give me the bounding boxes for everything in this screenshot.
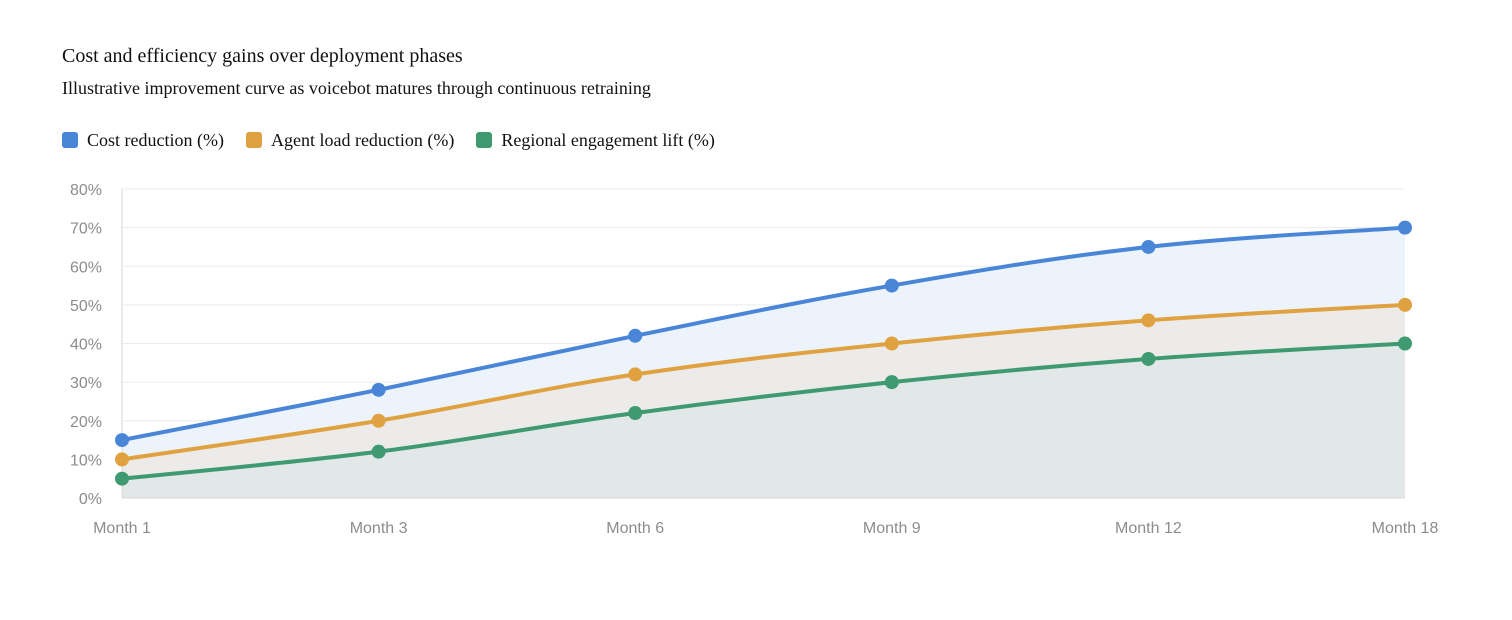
chart-title: Cost and efficiency gains over deploymen… bbox=[62, 45, 463, 67]
data-point-0-2 bbox=[628, 328, 643, 343]
data-point-2-0 bbox=[115, 471, 129, 486]
legend-item-regional-engagement-lift[interactable]: Regional engagement lift (%) bbox=[476, 129, 715, 151]
data-point-2-3 bbox=[884, 375, 899, 390]
y-tick-label: 0% bbox=[79, 491, 102, 508]
y-axis: 0% 10% 20% 30% 40% 50% 60% 70% 80% bbox=[70, 182, 102, 508]
chart-subtitle: Illustrative improvement curve as voiceb… bbox=[62, 78, 651, 98]
data-point-2-5 bbox=[1398, 336, 1412, 351]
data-point-0-4 bbox=[1141, 239, 1156, 254]
y-tick-label: 60% bbox=[70, 259, 102, 276]
y-tick-label: 80% bbox=[70, 182, 102, 199]
y-tick-label: 30% bbox=[70, 375, 102, 392]
series-2 bbox=[115, 336, 1412, 486]
x-tick-label: Month 18 bbox=[1372, 520, 1439, 537]
legend-label-cost-reduction: Cost reduction (%) bbox=[87, 130, 224, 150]
legend-item-cost-reduction[interactable]: Cost reduction (%) bbox=[62, 129, 224, 151]
y-tick-label: 10% bbox=[70, 452, 102, 469]
series-line-0 bbox=[120, 225, 1407, 443]
data-point-0-5 bbox=[1398, 220, 1412, 235]
legend: Cost reduction (%) Agent load reduction … bbox=[62, 129, 715, 151]
data-point-2-4 bbox=[1141, 351, 1156, 366]
data-point-0-1 bbox=[371, 382, 386, 397]
area-fills bbox=[122, 227, 1405, 498]
x-tick-label: Month 9 bbox=[863, 520, 921, 537]
data-point-0-3 bbox=[884, 278, 899, 293]
x-tick-label: Month 1 bbox=[93, 520, 151, 537]
area-2 bbox=[122, 343, 1405, 498]
x-tick-label: Month 3 bbox=[350, 520, 408, 537]
series-1 bbox=[115, 297, 1412, 467]
series-0 bbox=[115, 220, 1412, 448]
data-point-1-4 bbox=[1141, 313, 1156, 328]
x-tick-label: Month 12 bbox=[1115, 520, 1182, 537]
series-line-1 bbox=[120, 302, 1407, 462]
legend-label-regional-engagement-lift: Regional engagement lift (%) bbox=[501, 130, 715, 150]
legend-swatch-agent-load-reduction bbox=[245, 132, 262, 148]
legend-swatch-cost-reduction bbox=[62, 132, 78, 148]
data-point-1-3 bbox=[884, 336, 899, 351]
series-line-2 bbox=[120, 341, 1407, 481]
x-tick-label: Month 6 bbox=[606, 520, 664, 537]
legend-label-agent-load-reduction: Agent load reduction (%) bbox=[270, 130, 455, 150]
data-point-1-2 bbox=[628, 367, 643, 382]
data-point-1-5 bbox=[1398, 297, 1412, 312]
y-tick-label: 70% bbox=[70, 221, 102, 238]
data-point-0-0 bbox=[115, 433, 129, 448]
y-tick-label: 40% bbox=[70, 337, 102, 354]
data-point-2-1 bbox=[371, 444, 386, 459]
legend-swatch-regional-engagement-lift bbox=[476, 132, 493, 148]
y-tick-label: 20% bbox=[70, 414, 102, 431]
legend-item-agent-load-reduction[interactable]: Agent load reduction (%) bbox=[245, 129, 455, 151]
data-point-2-2 bbox=[628, 406, 643, 421]
data-point-1-1 bbox=[371, 413, 386, 428]
data-point-1-0 bbox=[115, 452, 129, 467]
x-axis: Month 1 Month 3 Month 6 Month 9 Month 12 Mont… bbox=[93, 520, 1438, 537]
y-tick-label: 50% bbox=[70, 298, 102, 315]
